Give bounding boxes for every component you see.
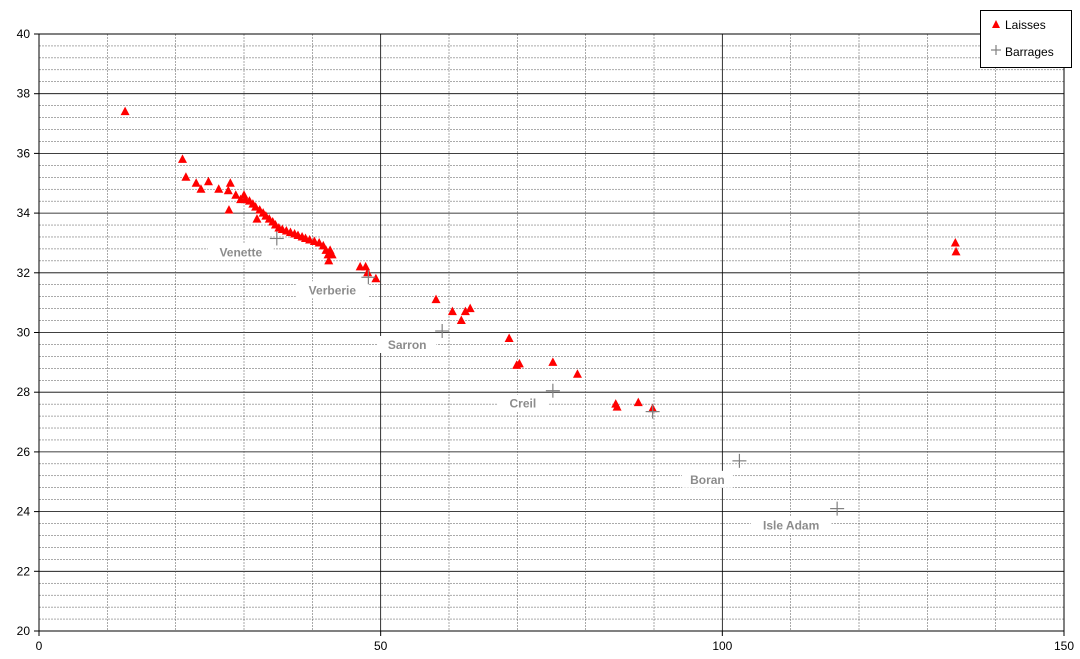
- y-tick-label: 30: [17, 326, 31, 340]
- annotation-background: [681, 470, 733, 488]
- annotation-label: Verberie: [309, 283, 357, 297]
- data-point-laisses: [514, 358, 524, 368]
- data-point-laisses: [120, 106, 130, 116]
- y-tick-label: 34: [17, 206, 31, 220]
- x-tick-label: 100: [712, 639, 732, 653]
- x-tick-label: 0: [36, 639, 43, 653]
- y-tick-label: 26: [17, 445, 31, 459]
- annotation-background: [377, 336, 437, 354]
- data-point-laisses: [460, 306, 470, 316]
- annotation-label: Creil: [510, 397, 537, 411]
- annotations: Venette Verberie Sarron Creil Boran Isle Adam: [207, 243, 832, 534]
- y-tick-label: 24: [17, 505, 31, 519]
- x-tick-labels: 0 50 100 150: [36, 639, 1075, 653]
- annotation-background: [295, 281, 369, 299]
- data-point-laisses: [465, 303, 475, 313]
- data-point-laisses: [431, 294, 441, 304]
- data-point-laisses: [252, 214, 262, 223]
- legend-label-barrages: Barrages: [1005, 44, 1054, 59]
- data-point-barrages: [545, 383, 560, 398]
- grid-lines: [38, 33, 1065, 632]
- annotation-label: Boran: [690, 473, 725, 487]
- triangle-icon: [989, 18, 1003, 32]
- data-point-laisses: [196, 184, 206, 193]
- annotation-label: Venette: [219, 245, 262, 259]
- y-tick-label: 36: [17, 146, 31, 160]
- y-tick-label: 38: [17, 87, 31, 101]
- y-tick-labels: 20 22 24 26 28 30 32 34 36 38 40: [17, 27, 31, 638]
- data-point-laisses: [612, 402, 622, 411]
- data-point-laisses: [181, 172, 191, 181]
- data-point-laisses: [327, 249, 337, 259]
- data-point-laisses: [251, 202, 261, 211]
- data-point-laisses: [504, 333, 514, 342]
- data-point-barrages: [645, 404, 660, 419]
- legend-item-barrages: Barrages: [989, 44, 1054, 59]
- data-point-barrages: [269, 231, 284, 246]
- data-point-barrages: [435, 324, 450, 339]
- data-point-laisses: [314, 237, 324, 247]
- data-point-laisses: [361, 261, 371, 271]
- x-tick-label: 150: [1054, 639, 1074, 653]
- data-point-laisses: [363, 267, 373, 277]
- legend: Laisses Barrages: [980, 10, 1072, 68]
- y-tick-label: 28: [17, 385, 31, 399]
- y-tick-label: 22: [17, 564, 31, 578]
- data-point-laisses: [548, 357, 558, 366]
- data-point-laisses: [633, 397, 643, 407]
- axes: [34, 33, 1065, 636]
- data-point-laisses: [371, 273, 381, 283]
- y-tick-label: 32: [17, 266, 31, 280]
- legend-label-laisses: Laisses: [1005, 18, 1046, 32]
- data-point-laisses: [203, 176, 213, 186]
- data-point-barrages: [732, 453, 747, 468]
- data-point-barrages: [361, 270, 376, 285]
- data-point-laisses: [178, 154, 187, 163]
- annotation-label: Sarron: [388, 338, 427, 352]
- y-tick-label: 20: [17, 624, 31, 638]
- data-point-laisses: [324, 255, 334, 265]
- data-point-laisses: [572, 369, 582, 378]
- data-point-laisses: [224, 205, 234, 214]
- data-point-laisses: [223, 185, 233, 195]
- annotation-background: [497, 394, 549, 412]
- x-tick-label: 50: [374, 639, 388, 653]
- series-barrages: [269, 231, 845, 516]
- data-point-laisses: [225, 178, 235, 187]
- data-point-barrages: [830, 501, 845, 516]
- annotation-background: [207, 243, 274, 261]
- y-tick-label: 40: [17, 27, 31, 41]
- data-point-laisses: [456, 315, 466, 325]
- annotation-label: Isle Adam: [763, 519, 819, 533]
- series-laisses: [120, 106, 961, 413]
- data-point-laisses: [214, 184, 224, 193]
- data-point-laisses: [231, 190, 241, 199]
- data-point-laisses: [950, 237, 960, 247]
- data-point-laisses: [191, 178, 201, 187]
- legend-item-laisses: Laisses: [989, 18, 1046, 32]
- plus-icon: [989, 44, 1003, 59]
- data-point-laisses: [951, 246, 961, 256]
- data-point-laisses: [447, 306, 457, 316]
- annotation-background: [750, 516, 832, 534]
